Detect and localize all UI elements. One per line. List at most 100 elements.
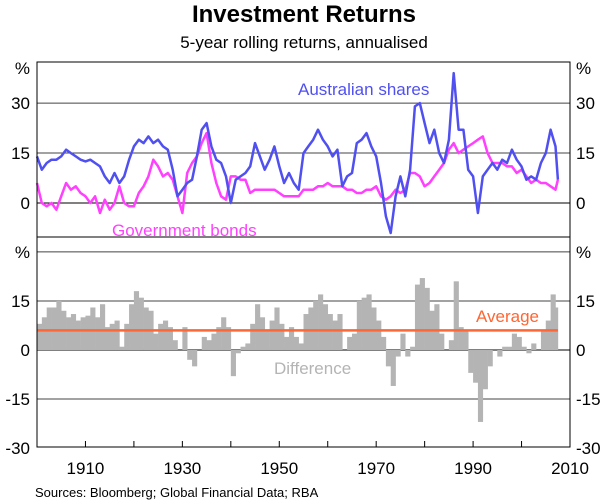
- difference-bar: [419, 278, 425, 350]
- y-tick-label-right: 15: [576, 144, 595, 163]
- difference-bar: [80, 317, 86, 350]
- difference-bar: [153, 333, 159, 350]
- difference-bar: [511, 333, 517, 350]
- difference-bar: [555, 307, 559, 350]
- y-tick-label-left: -30: [5, 439, 30, 458]
- difference-bar: [235, 350, 241, 354]
- y-tick-label-left: -15: [5, 390, 30, 409]
- difference-bar: [274, 307, 280, 350]
- y-tick-label-left: 30: [11, 94, 30, 113]
- difference-bar: [114, 320, 120, 350]
- difference-bar: [468, 350, 474, 373]
- difference-bar: [245, 343, 251, 350]
- difference-bar: [264, 330, 270, 350]
- x-tick-label: 1910: [67, 459, 105, 478]
- difference-bar: [410, 346, 416, 350]
- y-tick-label-right: -30: [576, 439, 601, 458]
- y-tick-label-right: 0: [576, 194, 585, 213]
- difference-bar: [51, 307, 57, 350]
- source-note: Sources: Bloomberg; Global Financial Dat…: [35, 485, 319, 500]
- difference-bar: [361, 297, 367, 350]
- series-label-shares: Australian shares: [298, 80, 429, 99]
- difference-bar: [351, 333, 358, 350]
- australian-shares-line: [35, 71, 560, 235]
- difference-bar: [400, 333, 406, 350]
- difference-bar: [497, 350, 503, 357]
- difference-bar: [531, 343, 537, 350]
- unit-label-left: %: [15, 59, 30, 78]
- y-tick-label-left: 0: [21, 194, 30, 213]
- difference-bar: [458, 327, 464, 350]
- chart-title: Investment Returns: [192, 1, 416, 28]
- difference-bar: [303, 314, 309, 350]
- difference-bar: [70, 314, 77, 350]
- difference-bar: [356, 300, 362, 350]
- difference-bar: [211, 333, 217, 350]
- difference-bar: [216, 327, 222, 350]
- difference-bar: [37, 323, 43, 350]
- plot-frame: [36, 61, 571, 448]
- difference-bar: [129, 304, 135, 350]
- x-tick-label: 1970: [357, 459, 395, 478]
- difference-bar: [284, 336, 290, 350]
- difference-bar: [250, 323, 256, 350]
- difference-bar: [143, 307, 149, 350]
- difference-bar: [385, 350, 392, 367]
- difference-bar: [507, 346, 513, 350]
- difference-bar: [313, 300, 319, 350]
- difference-bar: [463, 330, 469, 350]
- x-tick-label: 1950: [260, 459, 298, 478]
- y-tick-label-left: 0: [21, 341, 30, 360]
- difference-bar: [516, 336, 522, 350]
- difference-bar: [225, 327, 232, 350]
- difference-bar: [390, 350, 396, 386]
- difference-bar: [85, 315, 91, 350]
- difference-bar: [104, 327, 110, 350]
- difference-bar: [259, 317, 266, 350]
- difference-bar: [162, 320, 169, 350]
- difference-bar: [322, 304, 329, 350]
- difference-bar: [405, 350, 411, 357]
- difference-bar: [124, 323, 130, 350]
- difference-bar: [201, 336, 207, 350]
- difference-bar: [230, 350, 236, 377]
- difference-bar: [473, 350, 479, 383]
- difference-bar: [347, 336, 353, 350]
- difference-bar: [119, 346, 125, 350]
- difference-bar: [66, 317, 72, 350]
- difference-bar: [167, 327, 173, 350]
- y-tick-label-right: 15: [576, 292, 595, 311]
- difference-bar: [182, 327, 188, 350]
- difference-bar: [298, 343, 304, 350]
- difference-bar: [172, 340, 178, 350]
- difference-bar: [308, 307, 314, 350]
- y-tick-label-right: -15: [576, 390, 601, 409]
- chart-subtitle: 5-year rolling returns, annualised: [180, 33, 428, 52]
- difference-bar: [75, 320, 81, 350]
- difference-bar: [337, 314, 343, 350]
- difference-bar: [187, 350, 193, 360]
- difference-bar: [95, 317, 101, 350]
- difference-bar: [376, 320, 382, 350]
- difference-bar: [487, 350, 493, 367]
- difference-bar: [521, 346, 527, 350]
- difference-bar: [448, 340, 455, 350]
- y-tick-label-left: 15: [11, 144, 30, 163]
- difference-bar: [99, 304, 106, 350]
- difference-bar: [424, 287, 430, 350]
- difference-bar: [366, 294, 372, 350]
- difference-bar: [293, 336, 299, 350]
- difference-bar: [90, 307, 96, 350]
- difference-bar: [395, 350, 401, 357]
- difference-bar: [192, 350, 198, 367]
- difference-bar: [318, 294, 324, 350]
- difference-bar: [288, 327, 295, 350]
- government-bonds-line: [35, 131, 560, 215]
- x-tick-label: 2010: [551, 459, 589, 478]
- difference-bar: [158, 323, 164, 350]
- difference-bar: [502, 346, 508, 350]
- difference-bar: [550, 294, 556, 350]
- y-tick-label-left: 15: [11, 292, 30, 311]
- difference-bar: [327, 314, 333, 350]
